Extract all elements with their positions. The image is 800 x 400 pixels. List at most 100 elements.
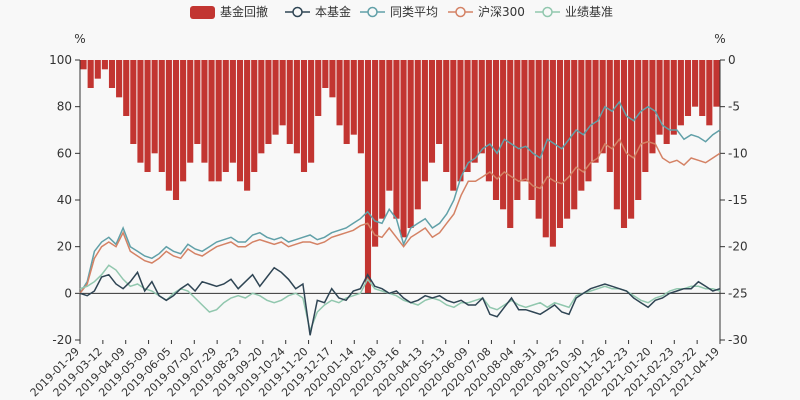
- drawdown-bar: [272, 60, 279, 135]
- drawdown-bar: [656, 60, 663, 135]
- y-tick-label-right: -25: [728, 286, 748, 300]
- drawdown-bar: [443, 60, 450, 172]
- drawdown-bar: [315, 60, 322, 116]
- legend-label: 基金回撤: [220, 4, 268, 19]
- y-tick-label-right: -10: [728, 146, 748, 160]
- drawdown-bar: [620, 60, 628, 228]
- drawdown-bar: [492, 60, 500, 200]
- drawdown-bar: [151, 60, 158, 154]
- legend-label: 本基金: [315, 4, 351, 19]
- drawdown-bar: [699, 60, 706, 116]
- legend-swatch-marker: [292, 6, 303, 18]
- drawdown-bar: [158, 60, 165, 172]
- drawdown-bar: [606, 60, 613, 172]
- drawdown-bar: [201, 60, 208, 163]
- drawdown-bar: [592, 60, 599, 163]
- series-line: [79, 100, 721, 294]
- drawdown-bar: [585, 60, 592, 182]
- drawdown-bar: [564, 60, 571, 219]
- drawdown-bar: [229, 60, 236, 163]
- y-tick-label-left: 20: [57, 240, 72, 254]
- drawdown-bar: [549, 60, 556, 247]
- series-line: [79, 266, 721, 336]
- legend-swatch-marker: [455, 6, 466, 18]
- drawdown-bar: [500, 60, 507, 210]
- drawdown-bar: [684, 60, 692, 116]
- drawdown-bar: [322, 60, 329, 88]
- drawdown-bar: [464, 60, 471, 172]
- drawdown-bar: [80, 60, 87, 70]
- drawdown-bar: [571, 60, 578, 210]
- drawdown-bar: [706, 60, 713, 126]
- drawdown-bar: [364, 60, 372, 294]
- legend-swatch-marker: [367, 6, 378, 18]
- y-tick-label-left: 0: [64, 286, 72, 300]
- drawdown-bar: [357, 60, 364, 154]
- drawdown-bar: [293, 60, 300, 154]
- drawdown-bar: [101, 60, 108, 70]
- drawdown-bar: [542, 60, 549, 238]
- drawdown-bar: [244, 60, 251, 191]
- drawdown-bar: [457, 60, 464, 182]
- drawdown-bar: [350, 60, 357, 135]
- drawdown-bar: [343, 60, 350, 144]
- drawdown-bar: [514, 60, 521, 200]
- drawdown-bar: [478, 60, 485, 154]
- drawdown-bar: [521, 60, 528, 182]
- drawdown-bar: [556, 60, 564, 228]
- drawdown-bar: [286, 60, 293, 144]
- legend-label: 业绩基准: [565, 5, 613, 19]
- drawdown-bar: [535, 60, 542, 219]
- drawdown-bar: [258, 60, 265, 154]
- drawdown-bar: [116, 60, 123, 98]
- drawdown-bar: [94, 60, 101, 79]
- drawdown-bar: [692, 60, 699, 107]
- drawdown-bar: [329, 60, 336, 98]
- drawdown-bar: [251, 60, 258, 172]
- drawdown-bar: [677, 60, 684, 126]
- y-tick-label-left: 40: [57, 193, 72, 207]
- drawdown-bar: [194, 60, 201, 144]
- drawdown-bar: [642, 60, 649, 172]
- y-tick-label-right: -20: [728, 240, 748, 254]
- drawdown-bar: [336, 60, 343, 126]
- drawdown-bar: [379, 60, 386, 219]
- drawdown-bar: [137, 60, 144, 163]
- y-unit-left: %: [74, 32, 85, 46]
- drawdown-bar: [187, 60, 194, 163]
- y-unit-right: %: [714, 32, 725, 46]
- drawdown-bar: [144, 60, 151, 172]
- drawdown-bar: [215, 60, 222, 182]
- drawdown-bar: [599, 60, 606, 154]
- drawdown-bar: [172, 60, 180, 200]
- drawdown-bar: [471, 60, 478, 163]
- drawdown-bar: [180, 60, 187, 182]
- drawdown-bar: [713, 60, 720, 107]
- drawdown-bar: [407, 60, 414, 228]
- drawdown-bar: [265, 60, 272, 144]
- drawdown-bar: [436, 60, 443, 144]
- drawdown-bar: [372, 60, 379, 247]
- drawdown-bar: [578, 60, 585, 191]
- y-tick-label-left: -20: [52, 333, 72, 347]
- series-line: [79, 137, 721, 294]
- drawdown-bar: [165, 60, 172, 191]
- y-tick-label-right: -30: [728, 333, 748, 347]
- drawdown-bar: [279, 60, 286, 126]
- drawdown-bar: [300, 60, 308, 172]
- legend-label: 同类平均: [390, 5, 438, 19]
- legend-label: 沪深300: [478, 5, 525, 19]
- drawdown-bar: [222, 60, 229, 172]
- y-tick-label-right: -15: [728, 193, 748, 207]
- drawdown-bar: [386, 60, 393, 191]
- drawdown-bar: [393, 60, 400, 219]
- drawdown-bar: [528, 60, 535, 200]
- drawdown-bar: [628, 60, 635, 219]
- y-tick-label-right: 0: [728, 53, 736, 67]
- drawdown-bars: [80, 60, 720, 294]
- drawdown-bar: [649, 60, 656, 154]
- drawdown-bar: [428, 60, 436, 163]
- drawdown-bar: [236, 60, 244, 182]
